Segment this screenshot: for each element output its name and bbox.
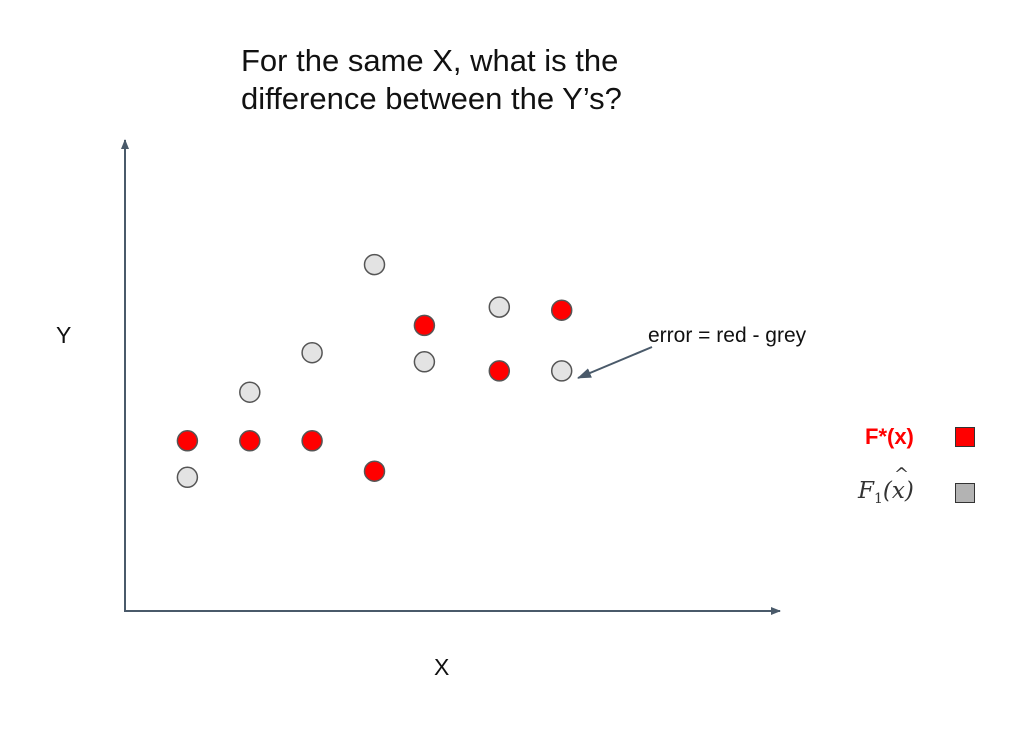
- red-point-7: [550, 299, 573, 321]
- grey-point-3: [301, 341, 323, 364]
- grey-point-2: [239, 381, 261, 403]
- red-point-4: [363, 460, 386, 482]
- red-point-2: [239, 430, 261, 452]
- red-point-3: [301, 430, 323, 452]
- title-line-2: difference between the Y’s?: [241, 81, 622, 116]
- legend-label-f1hat: F1(x) ^: [858, 464, 914, 507]
- error-annotation: error = red - grey: [648, 324, 807, 347]
- legend-swatch-red: [955, 427, 975, 447]
- red-point-1: [176, 430, 199, 452]
- legend-item-f1hat: F1(x) ^: [858, 464, 975, 507]
- title-line-1: For the same X, what is the: [241, 43, 619, 78]
- red-point-5: [413, 314, 436, 337]
- legend-label-fstar: F*(x): [865, 424, 914, 449]
- y-axis-label: Y: [56, 322, 72, 348]
- grey-point-7: [550, 360, 573, 382]
- x-axis-label: X: [434, 654, 450, 680]
- grey-point-6: [488, 296, 511, 318]
- page-title: For the same X, what is the difference b…: [241, 42, 761, 118]
- grey-point-1: [176, 466, 199, 489]
- legend-item-fstar: F*(x): [865, 424, 975, 450]
- annotation-arrow: [577, 346, 653, 379]
- grey-point-4: [363, 253, 386, 276]
- grey-point-5: [413, 351, 436, 373]
- red-point-6: [488, 360, 511, 382]
- legend-swatch-grey: [955, 482, 975, 503]
